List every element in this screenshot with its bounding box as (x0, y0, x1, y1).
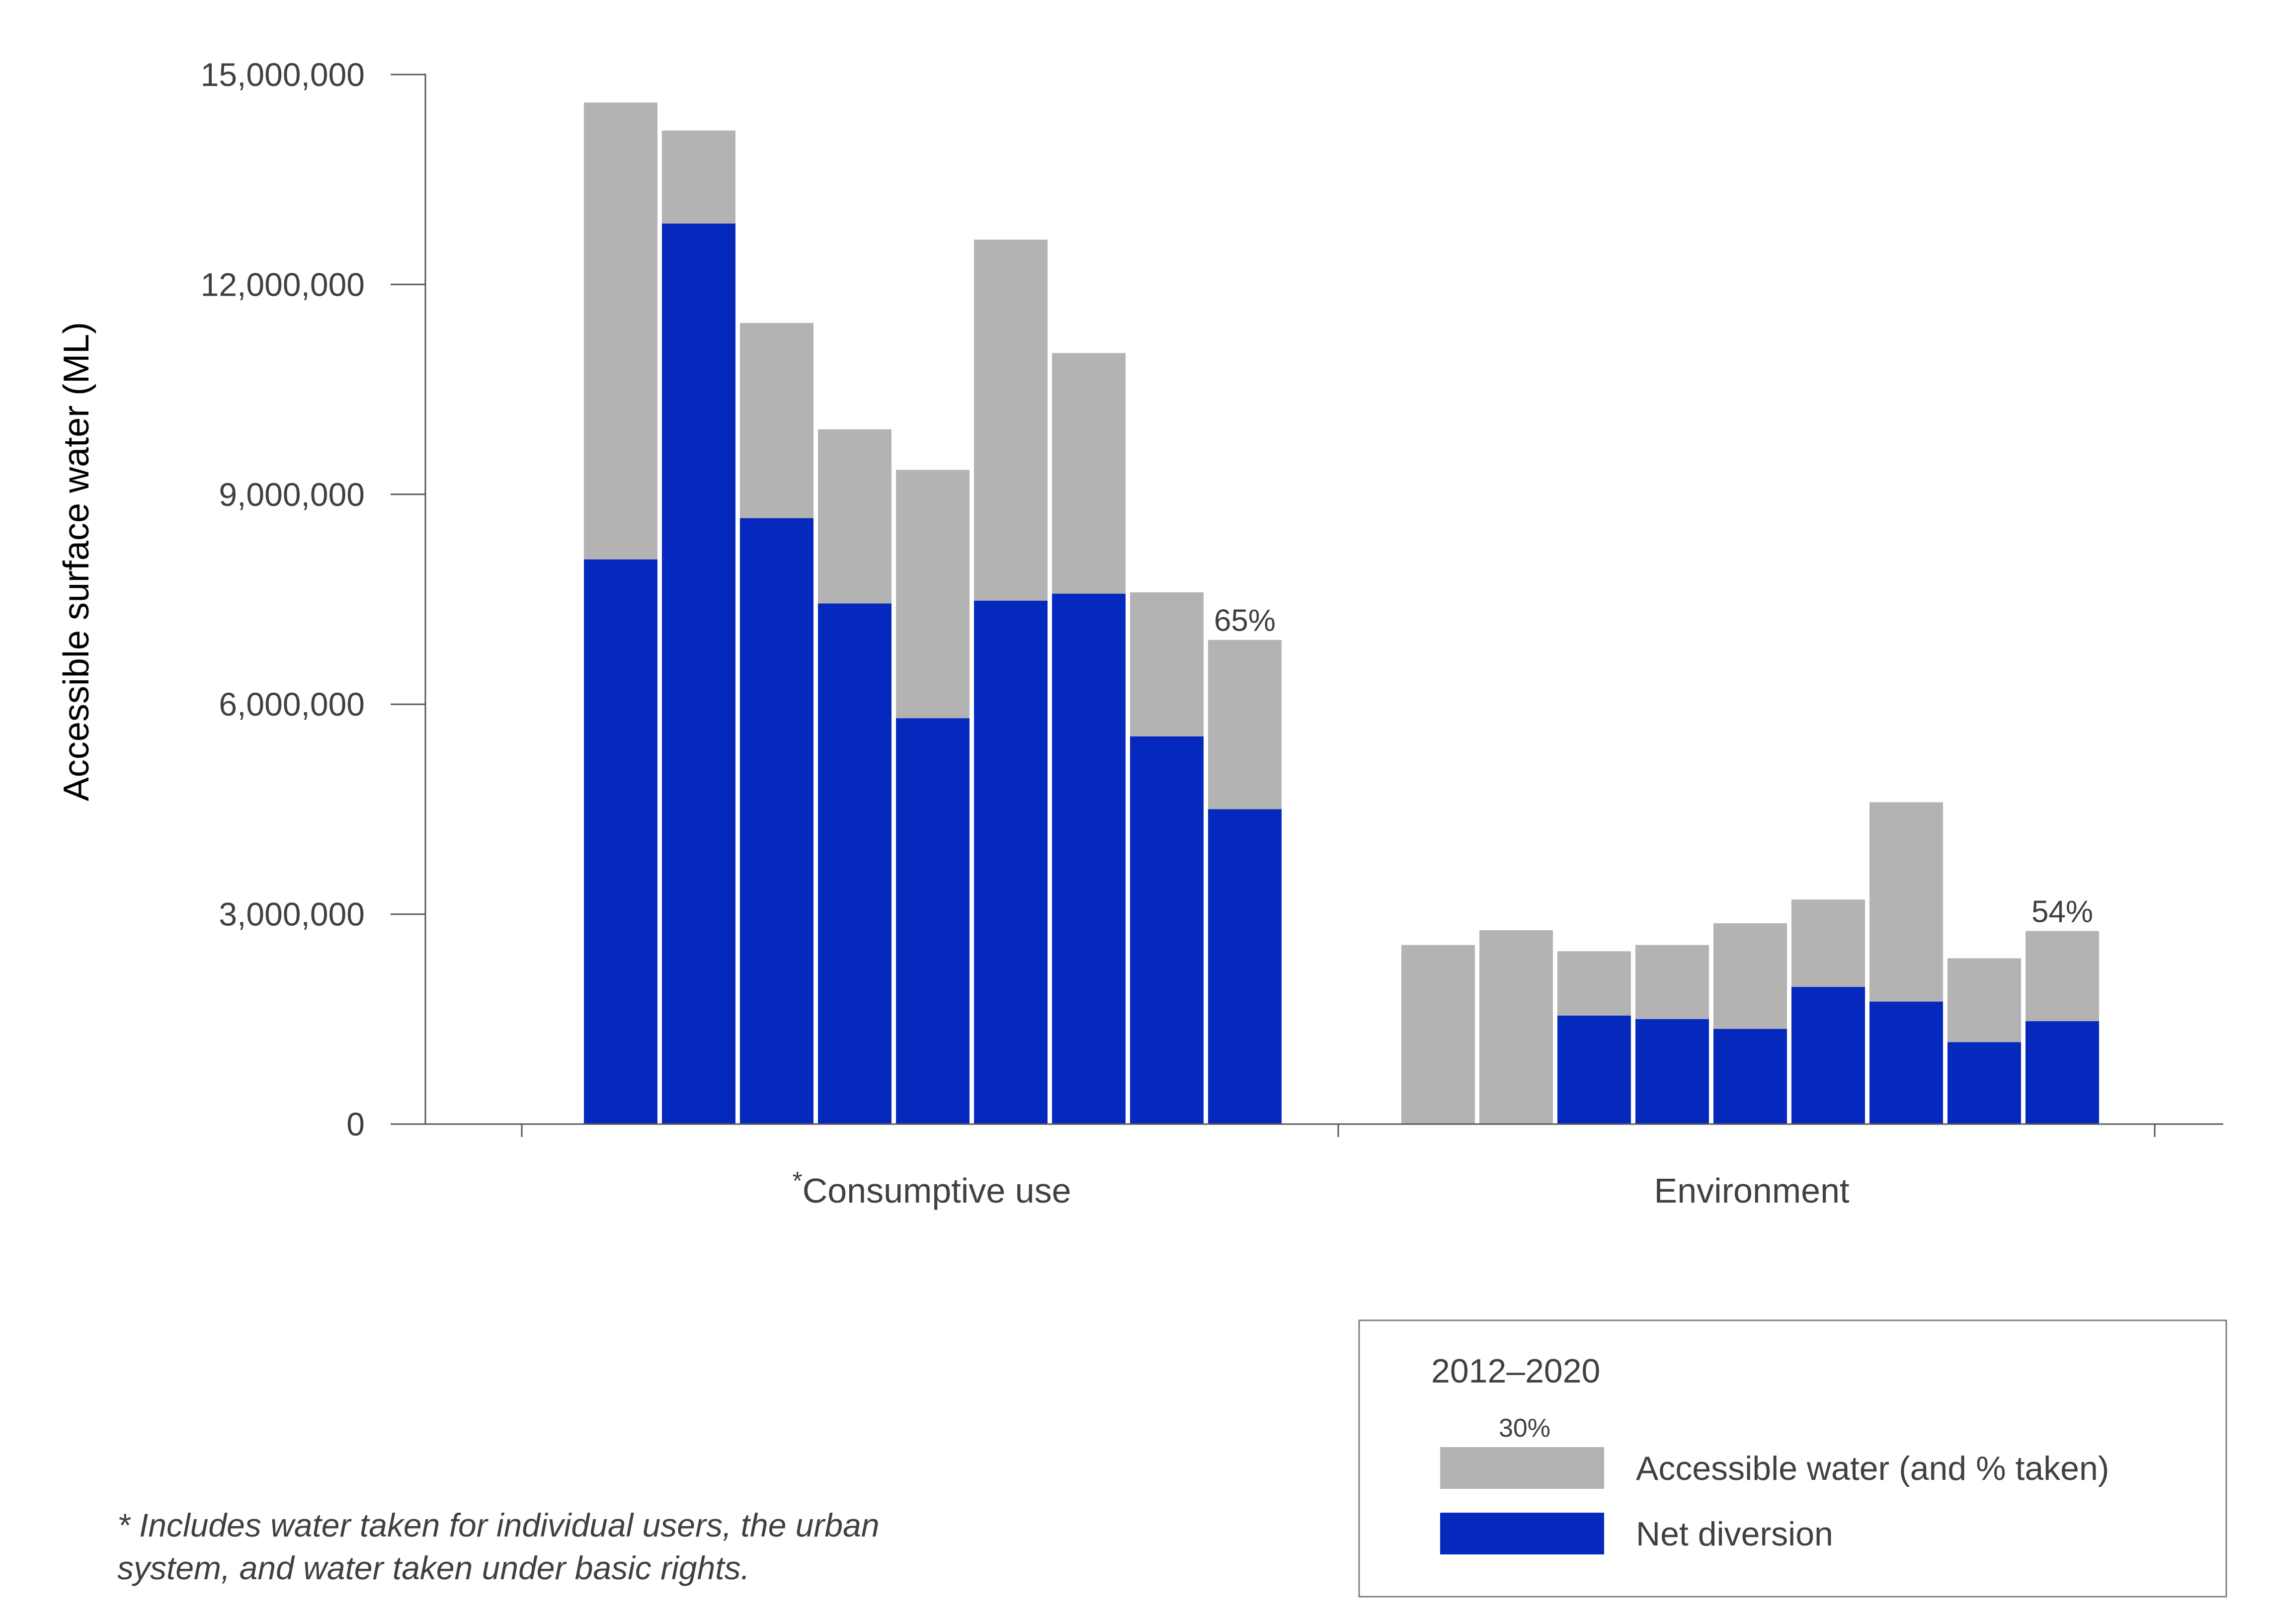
annotation-environment: 54% (2031, 894, 2093, 929)
category-label-consumptive: *Consumptive use (792, 1167, 1071, 1210)
legend-swatch-net-diversion (1440, 1513, 1604, 1554)
y-axis-title: Accessible surface water (ML) (57, 322, 96, 801)
labels: 65% 54% 0 3,000,000 6,000,000 9,000,000 12,000… (201, 56, 2093, 1142)
bar-net-diversion-consumptive-9 (1208, 809, 1282, 1124)
legend-label-net-diversion: Net diversion (1636, 1515, 1833, 1553)
bar-net-diversion-consumptive-1 (584, 559, 657, 1124)
y-tick-label-1: 3,000,000 (219, 896, 365, 933)
bar-net-diversion-environment-6 (1791, 987, 1865, 1124)
y-tick-label-5: 15,000,000 (201, 56, 365, 93)
bar-net-diversion-environment-5 (1713, 1029, 1787, 1124)
legend-sample-pct: 30% (1499, 1414, 1550, 1443)
bar-accessible-environment-1 (1401, 945, 1475, 1124)
footnote-marker: * (792, 1167, 802, 1196)
bar-net-diversion-consumptive-8 (1130, 736, 1204, 1124)
legend-label-accessible: Accessible water (and % taken) (1636, 1450, 2109, 1487)
bar-net-diversion-environment-3 (1557, 1015, 1631, 1124)
y-tick-label-4: 12,000,000 (201, 266, 365, 303)
footnote-line-2: system, and water taken under basic righ… (117, 1549, 750, 1586)
category-label-environment: Environment (1654, 1171, 1850, 1210)
footnote-line-1: * Includes water taken for individual us… (117, 1507, 880, 1543)
bar-net-diversion-consumptive-5 (896, 718, 970, 1124)
y-tick-label-3: 9,000,000 (219, 476, 365, 513)
bar-net-diversion-environment-8 (1947, 1042, 2021, 1124)
y-tick-label-0: 0 (346, 1106, 365, 1142)
bar-net-diversion-consumptive-6 (974, 600, 1048, 1124)
bars (584, 102, 2099, 1125)
bar-net-diversion-environment-7 (1869, 1001, 1943, 1124)
axes (391, 74, 2223, 1137)
bar-net-diversion-consumptive-7 (1052, 593, 1126, 1124)
y-tick-label-2: 6,000,000 (219, 686, 365, 723)
bar-accessible-environment-2 (1479, 930, 1553, 1124)
legend-swatch-accessible (1440, 1447, 1604, 1489)
annotation-consumptive: 65% (1214, 604, 1276, 638)
bar-net-diversion-environment-4 (1635, 1019, 1709, 1124)
category-text-consumptive: Consumptive use (803, 1171, 1071, 1210)
bar-net-diversion-environment-9 (2026, 1021, 2099, 1124)
legend: 2012–2020 30% Accessible water (and % ta… (1358, 1319, 2227, 1598)
bar-net-diversion-consumptive-4 (818, 603, 892, 1124)
bar-net-diversion-consumptive-2 (662, 223, 735, 1124)
bar-net-diversion-consumptive-3 (740, 518, 813, 1124)
legend-title: 2012–2020 (1431, 1352, 1600, 1390)
